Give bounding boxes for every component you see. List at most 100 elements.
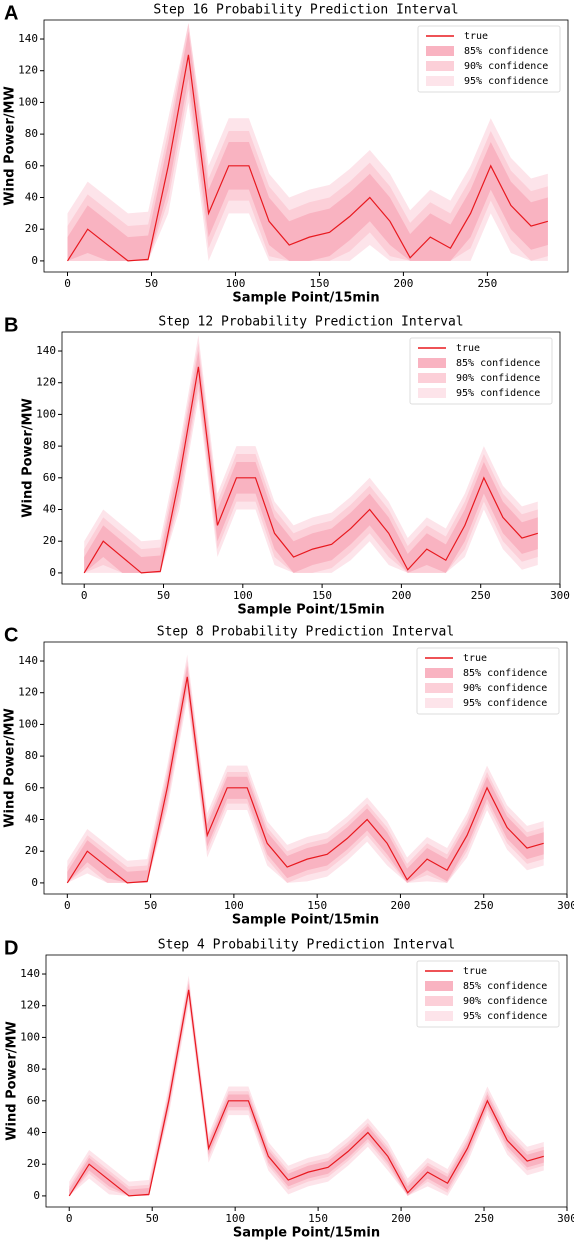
x-tick-label: 50: [146, 1212, 159, 1225]
x-tick-label: 0: [64, 277, 71, 290]
y-tick-label: 20: [43, 534, 56, 547]
x-axis-label: Sample Point/15min: [237, 603, 384, 618]
true-line: [83, 366, 538, 574]
y-tick-label: 0: [31, 876, 38, 889]
x-tick-label: 100: [224, 899, 244, 912]
x-tick-label: 200: [391, 1212, 411, 1225]
plot-frame: [45, 954, 568, 1208]
y-axis-label: Wind Power/MW: [3, 708, 18, 828]
legend-box: [417, 25, 561, 93]
x-tick-label: 50: [144, 899, 157, 912]
chart-panel: A Step 16 Probability Prediction Interval…: [3, 2, 569, 306]
y-axis-label: Wind Power/MW: [3, 86, 18, 206]
legend-swatch: [426, 61, 454, 71]
chart-panel: C Step 8 Probability Prediction Interval 0…: [3, 624, 574, 927]
x-tick-label: 150: [312, 589, 332, 602]
x-tick-label: 150: [307, 899, 327, 912]
legend-label: 95% confidence: [464, 76, 548, 87]
y-tick-label: 60: [27, 1094, 40, 1107]
x-tick-label: 100: [226, 277, 246, 290]
y-tick-label: 140: [18, 654, 38, 667]
y-tick-label: 40: [25, 191, 38, 204]
x-axis-label: Sample Point/15min: [233, 1226, 380, 1241]
y-tick-label: 40: [27, 1126, 40, 1139]
y-tick-label: 100: [36, 407, 56, 420]
legend-swatch: [425, 698, 453, 708]
x-tick-label: 100: [225, 1212, 245, 1225]
legend-label: 90% confidence: [463, 683, 547, 694]
y-tick-label: 0: [49, 566, 56, 579]
y-tick-label: 0: [33, 1189, 40, 1202]
legend-label: 95% confidence: [463, 1011, 547, 1022]
legend-label: 85% confidence: [464, 46, 548, 57]
x-tick-label: 0: [64, 899, 71, 912]
legend-box: [416, 960, 560, 1028]
y-tick-label: 60: [25, 159, 38, 172]
legend-swatch: [425, 668, 453, 678]
y-tick-label: 80: [25, 749, 38, 762]
x-tick-label: 200: [393, 277, 413, 290]
legend-label: 90% confidence: [464, 61, 548, 72]
chart-panel: B Step 12 Probability Prediction Interval…: [4, 314, 570, 617]
y-tick-label: 80: [27, 1062, 40, 1075]
y-tick-label: 40: [43, 503, 56, 516]
y-tick-label: 100: [20, 1030, 40, 1043]
y-tick-label: 60: [43, 471, 56, 484]
y-axis-label: Wind Power/MW: [5, 1021, 20, 1141]
x-tick-label: 200: [391, 899, 411, 912]
panel-label: A: [4, 2, 18, 24]
y-tick-label: 120: [18, 686, 38, 699]
x-tick-label: 0: [66, 1212, 73, 1225]
x-tick-label: 50: [157, 589, 170, 602]
legend-label: true: [463, 653, 487, 664]
legend-label: 85% confidence: [456, 358, 540, 369]
x-tick-label: 250: [474, 1212, 494, 1225]
true-line: [66, 676, 544, 884]
x-tick-label: 300: [550, 589, 570, 602]
y-tick-label: 100: [18, 717, 38, 730]
plot-frame: [43, 641, 568, 895]
legend-label: 95% confidence: [456, 388, 540, 399]
legend-box: [409, 337, 553, 405]
panel-label: B: [4, 314, 18, 336]
x-tick-label: 150: [309, 277, 329, 290]
x-axis-label: Sample Point/15min: [232, 291, 379, 306]
y-tick-label: 80: [25, 127, 38, 140]
legend-swatch: [418, 358, 446, 368]
legend-swatch: [425, 996, 453, 1006]
legend-swatch: [426, 46, 454, 56]
y-tick-label: 120: [20, 999, 40, 1012]
chart-title: Step 8 Probability Prediction Interval: [157, 625, 454, 640]
y-tick-label: 20: [25, 844, 38, 857]
chart-title: Step 4 Probability Prediction Interval: [158, 938, 455, 953]
x-tick-label: 250: [471, 589, 491, 602]
legend-swatch: [426, 76, 454, 86]
y-tick-label: 80: [43, 439, 56, 452]
legend-label: 90% confidence: [456, 373, 540, 384]
legend-swatch: [425, 1011, 453, 1021]
panel-label: D: [4, 937, 18, 959]
legend-swatch: [425, 981, 453, 991]
y-tick-label: 40: [25, 813, 38, 826]
plot-frame: [61, 331, 561, 585]
legend-label: true: [463, 966, 487, 977]
x-tick-label: 300: [557, 1212, 574, 1225]
confidence-band: [69, 975, 544, 1196]
plot-frame: [43, 19, 569, 273]
x-tick-label: 150: [308, 1212, 328, 1225]
x-axis-label: Sample Point/15min: [232, 913, 379, 928]
confidence-band: [84, 351, 538, 573]
y-axis-label: Wind Power/MW: [21, 398, 36, 518]
legend-label: 85% confidence: [463, 981, 547, 992]
legend-label: 85% confidence: [463, 668, 547, 679]
legend-swatch: [418, 388, 446, 398]
panel-label: C: [4, 624, 18, 646]
x-tick-label: 200: [391, 589, 411, 602]
x-tick-label: 100: [233, 589, 253, 602]
legend-label: true: [456, 343, 480, 354]
y-tick-label: 100: [18, 95, 38, 108]
y-tick-label: 20: [27, 1157, 40, 1170]
chart-title: Step 12 Probability Prediction Interval: [158, 315, 463, 330]
